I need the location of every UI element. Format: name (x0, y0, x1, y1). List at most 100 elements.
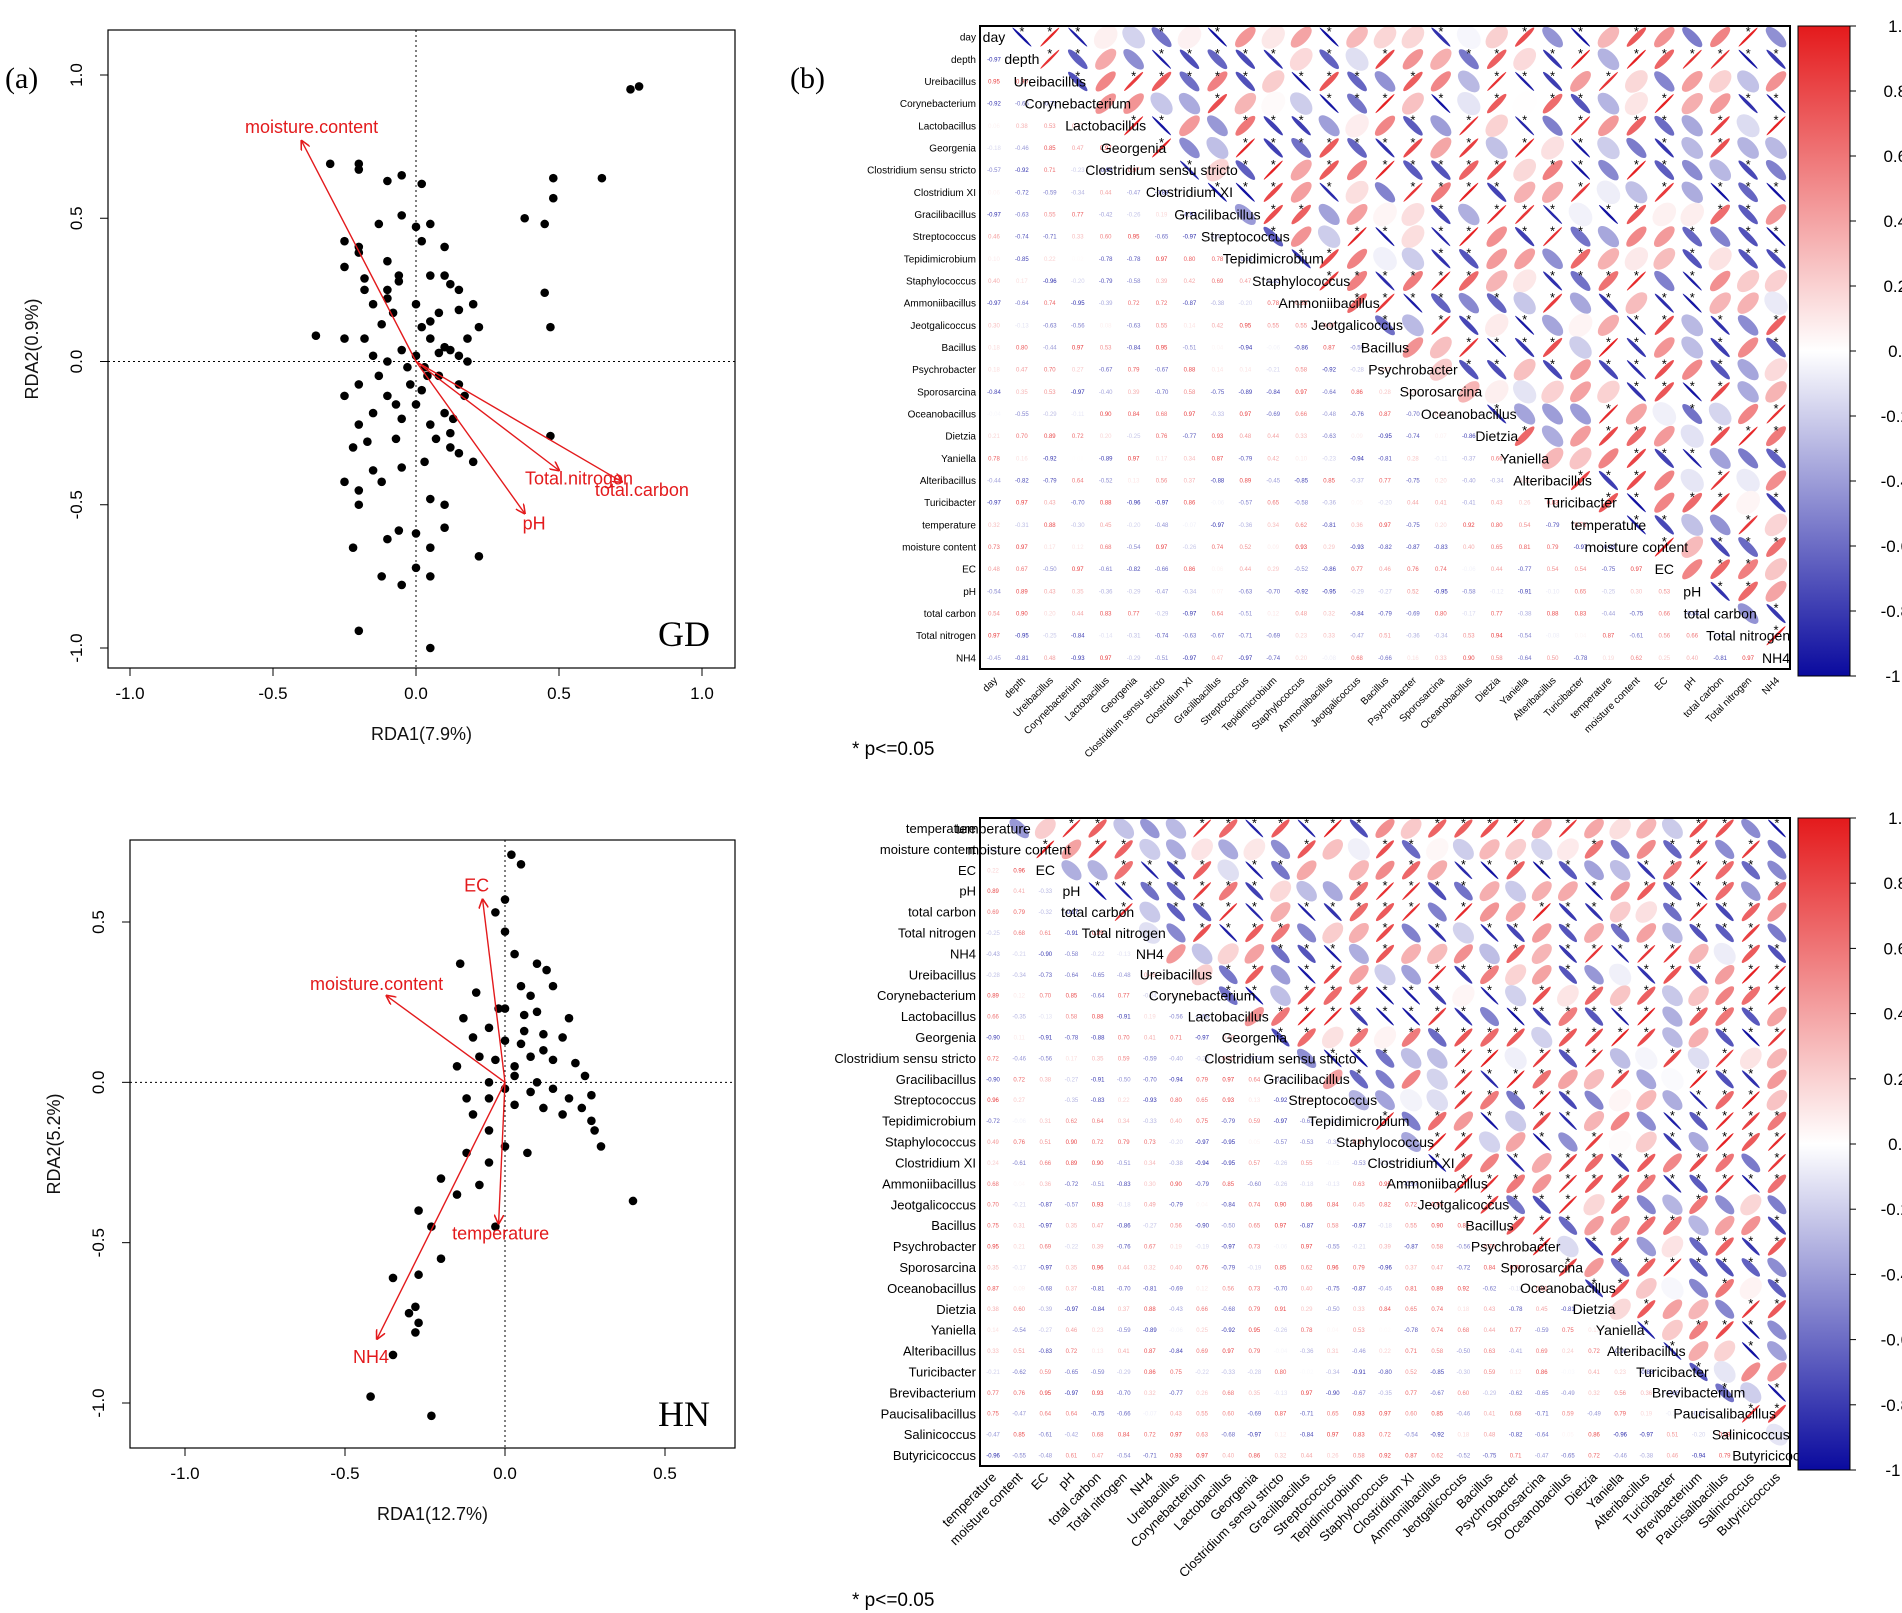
corr-glyph-hn-7-21 (1531, 964, 1552, 985)
corr-glyph-hn-20-24 (1611, 1237, 1630, 1256)
sample-point-hn-16 (459, 1013, 468, 1023)
corr-value-gd-25-14: -0.27 (1378, 589, 1392, 595)
corr-value-gd-15-1: 0.47 (1016, 368, 1028, 374)
sig-star-hn-9-28: * (1722, 1004, 1727, 1019)
corr-value-hn-10-6: 0.41 (1144, 1035, 1156, 1041)
sig-star-hn-10-19: * (1487, 1024, 1492, 1039)
row-label-gd-8: Gracilibacillus (914, 210, 976, 221)
corr-value-gd-6-5: 0.97 (1128, 168, 1140, 174)
corr-value-gd-18-16: 0.07 (1435, 434, 1447, 440)
corr-value-gd-24-17: -0.06 (1462, 567, 1476, 573)
corr-value-hn-28-22: 0.59 (1562, 1412, 1574, 1418)
corr-glyph-gd-7-10 (1263, 182, 1283, 202)
corr-glyph-gd-10-12 (1319, 249, 1339, 269)
corr-value-hn-26-8: -0.22 (1195, 1370, 1209, 1376)
corr-value-gd-22-17: 0.92 (1463, 523, 1475, 529)
corr-value-hn-29-13: 0.97 (1327, 1433, 1339, 1439)
corr-glyph-gd-6-22 (1598, 159, 1619, 181)
corr-value-gd-16-2: 0.53 (1044, 390, 1056, 396)
corr-value-hn-26-14: -0.91 (1352, 1370, 1366, 1376)
x-tick-label-hn-1: -0.5 (330, 1464, 359, 1483)
corr-glyph-hn-4-26 (1663, 902, 1682, 922)
corr-glyph-gd-14-24 (1653, 337, 1675, 358)
col-label-gd-15: Psychrobacter (1366, 675, 1419, 728)
sig-star-gd-17-18: * (1494, 401, 1499, 416)
corr-value-gd-22-11: 0.62 (1295, 523, 1307, 529)
corr-value-hn-20-13: -0.55 (1326, 1245, 1340, 1251)
corr-value-hn-28-16: 0.60 (1405, 1412, 1417, 1418)
sample-point-hn-11 (548, 981, 558, 991)
corr-glyph-hn-3-25 (1637, 882, 1656, 901)
corr-value-gd-26-4: 0.83 (1100, 612, 1112, 618)
corr-value-hn-14-9: -0.79 (1221, 1119, 1235, 1125)
sample-point-gd-82 (440, 500, 449, 510)
corr-value-hn-23-20: -0.78 (1509, 1307, 1523, 1313)
corr-glyph-hn-3-24 (1610, 881, 1630, 901)
corr-glyph-gd-20-26 (1710, 471, 1730, 491)
corr-glyph-hn-18-28 (1715, 1195, 1735, 1215)
sig-star-hn-6-24: * (1618, 941, 1623, 956)
corr-value-gd-12-0: -0.97 (987, 301, 1001, 307)
sig-star-hn-19-25: * (1644, 1213, 1649, 1228)
sig-star-gd-19-23: * (1634, 445, 1639, 460)
diag-label-gd-3: Corynebacterium (1024, 96, 1131, 112)
sample-point-hn-4 (500, 927, 510, 936)
corr-glyph-gd-9-27 (1738, 226, 1758, 247)
sig-star-gd-14-23: * (1634, 334, 1639, 349)
corr-value-gd-26-19: -0.38 (1518, 612, 1532, 618)
corr-value-gd-10-7: 0.80 (1184, 257, 1196, 263)
sample-point-gd-75 (411, 563, 421, 573)
sig-star-hn-14-15: * (1382, 1108, 1387, 1123)
corr-value-hn-16-11: -0.26 (1274, 1161, 1288, 1167)
sample-point-gd-92 (626, 85, 635, 94)
sig-star-hn-4-15: * (1382, 899, 1387, 914)
corr-glyph-gd-7-23 (1625, 181, 1648, 204)
corr-glyph-hn-4-14 (1349, 902, 1369, 922)
corr-value-gd-22-13: 0.36 (1351, 523, 1363, 529)
corr-value-gd-19-3: 0.01 (1072, 456, 1084, 462)
corr-value-hn-24-17: 0.74 (1431, 1328, 1443, 1334)
diag-label-gd-11: Staphylococcus (1252, 273, 1350, 289)
corr-value-gd-20-13: -0.37 (1350, 479, 1364, 485)
corr-value-hn-30-21: -0.47 (1535, 1454, 1549, 1460)
sig-star-gd-1-18: * (1494, 46, 1499, 61)
corr-glyph-hn-19-20 (1506, 1216, 1525, 1235)
sample-point-gd-2 (354, 159, 364, 169)
corr-value-gd-25-2: 0.43 (1044, 589, 1056, 595)
corr-glyph-hn-18-26 (1662, 1194, 1683, 1215)
sig-star-hn-0-14: * (1356, 815, 1361, 830)
corr-glyph-gd-8-28 (1765, 204, 1787, 225)
sig-star-gd-11-16: * (1438, 268, 1443, 283)
sig-star-gd-8-27: * (1746, 201, 1751, 216)
sig-star-gd-0-12: * (1327, 24, 1332, 39)
corr-value-hn-19-16: 0.55 (1405, 1224, 1417, 1230)
sig-star-gd-1-21: * (1578, 46, 1583, 61)
corr-glyph-hn-0-27 (1689, 819, 1708, 838)
sample-point-hn-0 (507, 850, 516, 859)
sig-star-gd-2-11: * (1299, 68, 1304, 83)
sig-star-hn-0-22: * (1565, 815, 1570, 830)
corr-glyph-hn-0-7 (1165, 818, 1187, 839)
corr-value-hn-18-7: -0.79 (1169, 1203, 1183, 1209)
sample-point-gd-72 (348, 543, 358, 553)
corr-value-gd-14-11: -0.86 (1294, 346, 1308, 352)
corr-glyph-hn-8-28 (1715, 986, 1735, 1006)
sig-star-gd-11-20: * (1550, 268, 1555, 283)
sig-star-hn-2-7: * (1173, 857, 1178, 872)
corr-value-gd-14-12: 0.87 (1323, 346, 1335, 352)
sig-star-gd-6-20: * (1550, 157, 1555, 172)
sample-point-gd-38 (454, 351, 464, 361)
corr-glyph-gd-5-14 (1375, 138, 1395, 158)
corr-value-hn-21-3: 0.35 (1066, 1265, 1078, 1271)
corr-glyph-gd-15-25 (1682, 359, 1703, 380)
corr-value-hn-27-23: 0.32 (1588, 1391, 1600, 1397)
corr-glyph-gd-7-8 (1207, 182, 1227, 202)
corr-glyph-gd-21-23 (1626, 493, 1646, 513)
corr-glyph-hn-18-30 (1767, 1195, 1787, 1215)
corr-value-gd-23-8: 0.74 (1212, 545, 1224, 551)
sig-star-hn-0-19: * (1487, 815, 1492, 830)
corr-value-hn-26-16: 0.52 (1405, 1370, 1417, 1376)
corr-glyph-hn-5-12 (1297, 923, 1317, 943)
corr-value-gd-8-1: -0.63 (1015, 212, 1029, 218)
corr-glyph-gd-6-21 (1570, 160, 1591, 180)
